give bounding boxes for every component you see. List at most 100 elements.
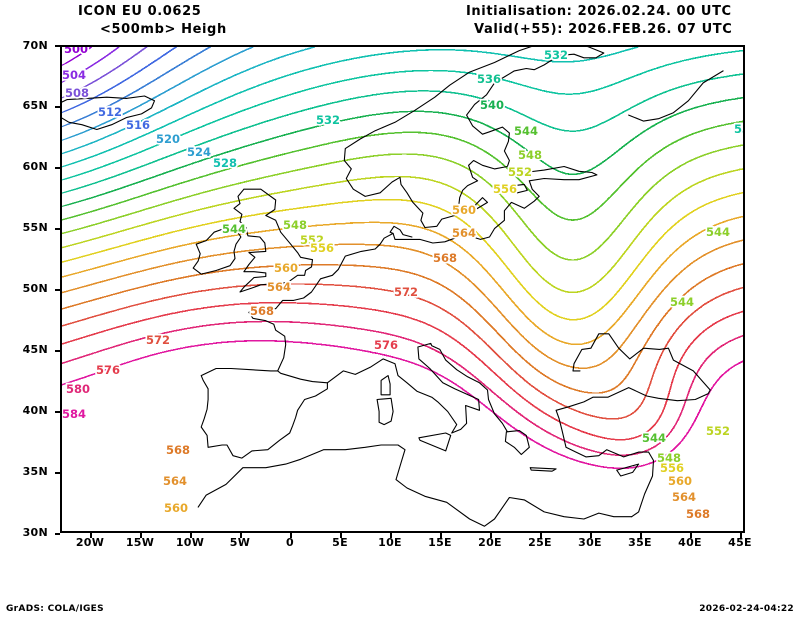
contour-line-556 [244, 193, 743, 320]
contour-line-532 [120, 51, 743, 160]
contour-line-556 [607, 193, 743, 304]
contour-line-544 [661, 121, 743, 150]
contour-line-556 [592, 193, 743, 315]
contour-line-572 [501, 288, 743, 419]
contour-line-568 [410, 264, 743, 393]
contour-line-572 [111, 284, 743, 419]
contour-line-576 [633, 311, 743, 438]
contour-line-584 [524, 361, 743, 468]
contour-line-552 [437, 169, 744, 293]
contour-line-536 [164, 74, 743, 158]
contour-line-544 [232, 121, 743, 220]
contour-line-556 [458, 193, 743, 320]
contour-line-568 [524, 264, 743, 393]
contour-line-568 [554, 264, 743, 393]
contour-line-584 [720, 361, 743, 377]
contour-line-576 [406, 311, 743, 439]
contour-line-556 [73, 193, 743, 320]
contour-line-584 [387, 356, 743, 469]
contour-line-548 [645, 145, 743, 195]
contour-line-548 [628, 145, 744, 215]
contour-line-548 [497, 145, 743, 260]
contour-line-568 [225, 264, 743, 393]
contour-line-560 [62, 222, 647, 344]
contour-line-556 [554, 193, 743, 320]
contour-line-568 [535, 264, 743, 393]
contour-label: 544 [670, 295, 694, 309]
contour-line-536 [630, 74, 743, 108]
contour-line-556 [580, 193, 743, 319]
model-title: ICON EU 0.0625 [78, 4, 201, 19]
contour-line-536 [160, 74, 743, 159]
contour-line-560 [300, 217, 743, 345]
contour-line-552 [673, 169, 743, 199]
contour-line-580 [703, 336, 743, 363]
contour-line-556 [585, 193, 744, 318]
contour-line-576 [281, 303, 743, 440]
contour-line-548 [490, 145, 744, 260]
contour-line-572 [62, 284, 647, 419]
contour-line-564 [479, 240, 744, 368]
contour-line-540 [588, 98, 743, 171]
y-tick-label: 30N [12, 526, 48, 539]
contour-line-532 [543, 51, 744, 95]
contour-line-580 [418, 336, 743, 455]
contour-line-548 [348, 145, 743, 260]
contour-line-580 [338, 326, 743, 455]
contour-line-568 [138, 264, 743, 393]
contour-line-544 [115, 121, 743, 220]
contour-line-584 [153, 341, 743, 469]
contour-line-584 [240, 341, 743, 469]
contour-line-560 [444, 217, 743, 345]
contour-line-544 [102, 121, 743, 220]
contour-line-568 [629, 264, 743, 373]
contour-line-540 [671, 98, 743, 117]
contour-line-560 [78, 217, 743, 345]
contour-line-584 [558, 361, 743, 468]
contour-line-548 [346, 145, 743, 260]
contour-line-576 [62, 303, 681, 440]
contour-line-528 [241, 47, 637, 92]
contour-line-564 [62, 244, 667, 368]
contour-line-572 [107, 284, 743, 419]
contour-line-568 [577, 264, 744, 393]
contour-line-548 [554, 145, 743, 260]
contour-line-560 [77, 217, 743, 345]
contour-line-568 [270, 264, 743, 393]
contour-line-576 [501, 311, 743, 439]
contour-line-584 [505, 361, 743, 468]
contour-line-564 [451, 240, 743, 368]
contour-line-552 [350, 169, 744, 293]
contour-layer [62, 47, 743, 468]
contour-line-544 [251, 121, 743, 220]
contour-line-536 [596, 74, 744, 126]
contour-line-572 [565, 288, 743, 419]
contour-label: 524 [187, 145, 211, 159]
contour-line-540 [172, 98, 743, 175]
contour-line-544 [648, 121, 743, 159]
contour-line-548 [350, 145, 744, 260]
contour-line-584 [704, 361, 743, 402]
contour-line-560 [297, 217, 743, 345]
contour-line-572 [655, 288, 743, 370]
contour-line-540 [62, 98, 743, 207]
contour-line-536 [656, 74, 743, 96]
contour-line-548 [149, 145, 743, 260]
contour-line-576 [410, 311, 743, 439]
contour-line-544 [353, 121, 743, 220]
contour-line-576 [501, 311, 743, 439]
contour-line-576 [62, 303, 676, 440]
contour-line-540 [463, 98, 743, 175]
contour-line-572 [469, 288, 743, 419]
contour-line-520 [62, 47, 253, 140]
contour-line-540 [601, 98, 743, 164]
contour-line-568 [233, 264, 743, 393]
coastline [617, 464, 639, 476]
contour-line-560 [62, 217, 743, 345]
contour-line-536 [683, 74, 744, 86]
contour-line-532 [327, 51, 743, 95]
contour-line-548 [479, 145, 743, 260]
contour-line-580 [391, 335, 743, 456]
contour-line-532 [588, 51, 743, 93]
contour-line-524 [206, 47, 315, 89]
